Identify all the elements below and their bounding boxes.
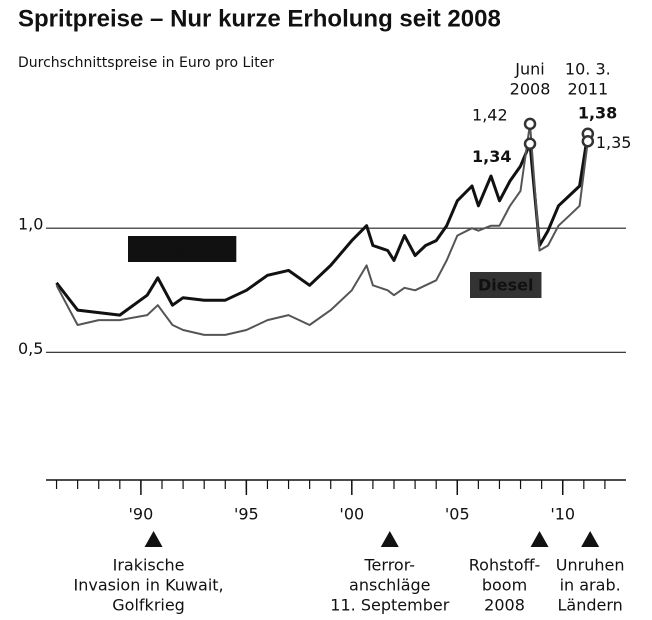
event-label: 11. September	[330, 596, 449, 615]
callout-marker	[583, 136, 593, 146]
event-label: boom	[482, 576, 527, 595]
event-label: Unruhen	[556, 556, 625, 575]
event-label: in arab.	[560, 576, 621, 595]
event-label: Irakische	[113, 556, 185, 575]
event-label: Invasion in Kuwait,	[73, 576, 223, 595]
event-marker	[145, 531, 163, 547]
event-marker	[581, 531, 599, 547]
callout-date: 2011	[567, 80, 608, 99]
y-tick-label: 1,0	[18, 215, 43, 234]
y-tick-label: 0,5	[18, 339, 43, 358]
event-label: Rohstoff-	[469, 556, 541, 575]
x-tick-label: '90	[129, 505, 154, 524]
x-tick-label: '10	[550, 505, 575, 524]
callout-value: 1,34	[472, 147, 511, 166]
chart-subtitle: Durchschnittspreise in Euro pro Liter	[18, 55, 274, 71]
callout-value: 1,42	[472, 105, 508, 124]
x-tick-label: '05	[445, 505, 470, 524]
callout-marker	[525, 139, 535, 149]
callout-value: 1,35	[596, 133, 632, 152]
callout-value: 1,38	[578, 103, 617, 122]
legend-label: Diesel	[478, 276, 533, 295]
legend-label: Eurosuper	[136, 240, 228, 259]
chart-title: Spritpreise – Nur kurze Erholung seit 20…	[18, 5, 501, 32]
event-marker	[531, 531, 549, 547]
chart: Spritpreise – Nur kurze Erholung seit 20…	[0, 0, 652, 620]
event-marker	[381, 531, 399, 547]
x-tick-label: '00	[339, 505, 364, 524]
callout-date: Juni	[514, 60, 544, 79]
callout-date: 10. 3.	[565, 60, 611, 79]
event-label: Terror-	[364, 556, 416, 575]
event-label: Ländern	[557, 596, 622, 615]
callout-date: 2008	[510, 80, 551, 99]
event-label: Golfkrieg	[112, 596, 185, 615]
event-label: anschläge	[349, 576, 430, 595]
x-tick-label: '95	[234, 505, 259, 524]
event-label: 2008	[484, 596, 525, 615]
callout-marker	[525, 119, 535, 129]
